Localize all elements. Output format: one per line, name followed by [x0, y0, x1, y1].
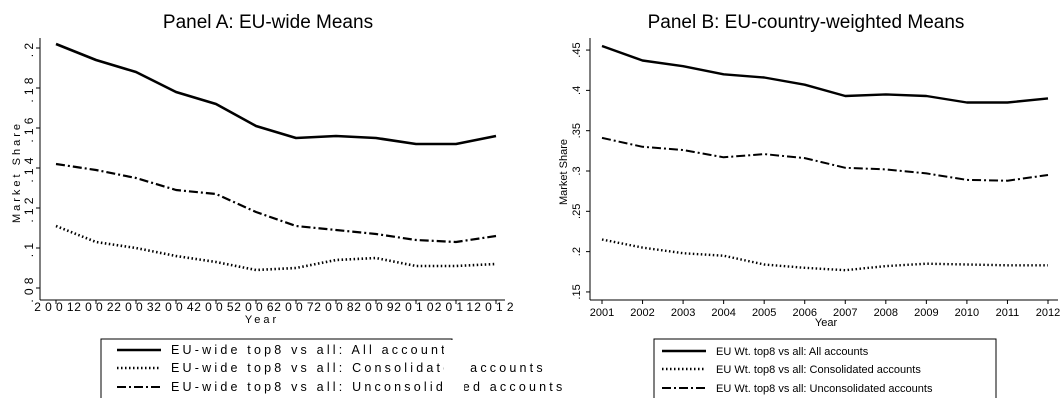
panel-a-ylabel: Market Share: [11, 121, 23, 223]
panel-a-series-line-dashdot: [55, 162, 497, 244]
y-tick-label: .15: [571, 284, 583, 299]
legend-label: EU-wide top8 vs all: Unconsolidated acco…: [171, 380, 565, 394]
panel-a-axes: 2001200220032004200520062007200820092010…: [22, 38, 518, 314]
x-tick-label: 2009: [914, 307, 938, 319]
panel-b-legend-box: [653, 338, 997, 400]
panel-b-series-line-solid: [601, 44, 1049, 104]
x-tick-label: 2006: [792, 307, 816, 319]
x-tick-label: 2007: [833, 307, 857, 319]
panel-a-legend: EU-wide top8 vs all: All accounts EU-wid…: [100, 338, 565, 402]
panel-b-xlabel: Year: [815, 317, 838, 329]
x-tick-label: 2008: [314, 300, 358, 314]
x-tick-label: 2005: [194, 300, 238, 314]
x-tick-label: 2008: [874, 307, 898, 319]
x-tick-label: 2002: [74, 300, 118, 314]
y-tick-label: .35: [571, 123, 583, 138]
x-tick-label: 2001: [590, 307, 614, 319]
panel-b: Panel B: EU-country-weighted Means Marke…: [558, 12, 1060, 400]
y-tick-label: .12: [22, 193, 36, 222]
x-tick-label: 2006: [234, 300, 278, 314]
x-tick-label: 2002: [630, 307, 654, 319]
x-tick-label: 2011: [996, 307, 1020, 319]
y-tick-label: .18: [22, 73, 36, 102]
panel-a-xlabel: Year: [245, 314, 279, 326]
legend-label: EU Wt. top8 vs all: Unconsolidated accou…: [716, 383, 933, 395]
x-tick-label: 2012: [1036, 307, 1060, 319]
panel-b-title: Panel B: EU-country-weighted Means: [648, 12, 965, 33]
panel-a-series-line-solid: [55, 42, 497, 146]
y-tick-label: .08: [22, 273, 36, 302]
x-tick-label: 2003: [671, 307, 695, 319]
y-tick-label: .4: [571, 86, 583, 95]
y-tick-label: .2: [571, 247, 583, 256]
x-tick-label: 2001: [34, 300, 78, 314]
y-tick-label: .45: [571, 42, 583, 57]
x-tick-label: 2012: [474, 300, 518, 314]
x-tick-label: 2004: [711, 307, 735, 319]
x-tick-label: 2009: [354, 300, 398, 314]
x-tick-label: 2004: [154, 300, 198, 314]
panel-b-legend: EU Wt. top8 vs all: All accounts EU Wt. …: [653, 338, 997, 400]
y-tick-label: .25: [571, 204, 583, 219]
y-tick-label: .3: [571, 166, 583, 175]
x-tick-label: 2010: [955, 307, 979, 319]
y-tick-label: .2: [22, 39, 36, 57]
y-tick-label: .1: [22, 239, 36, 257]
panel-a: Panel A: EU-wide Means Market Share Year…: [11, 12, 565, 402]
legend-label: EU Wt. top8 vs all: Consolidated account…: [716, 364, 921, 376]
x-tick-label: 2011: [435, 300, 478, 314]
panel-a-series: [55, 42, 497, 272]
y-tick-label: .14: [22, 153, 36, 182]
panel-a-legend-clip: [444, 340, 464, 398]
panel-a-series-line-dotted: [55, 224, 497, 272]
legend-label: EU Wt. top8 vs all: All accounts: [716, 346, 869, 358]
x-tick-label: 2010: [394, 300, 438, 314]
panel-b-ylabel: Market Share: [558, 139, 570, 205]
y-tick-label: .16: [22, 113, 36, 142]
x-tick-label: 2005: [752, 307, 776, 319]
panel-b-axes: 2001 2002 2003 2004 2005 2006 2007 2008 2009 2010…: [571, 38, 1060, 319]
legend-label: EU-wide top8 vs all: All accounts: [171, 343, 457, 357]
panel-b-series: [601, 44, 1049, 272]
x-tick-label: 2003: [114, 300, 158, 314]
panel-b-series-line-dotted: [601, 238, 1048, 272]
legend-label: EU-wide top8 vs all: Consolidated accoun…: [171, 361, 546, 375]
panel-b-series-line-dashdot: [601, 136, 1049, 182]
panel-a-title: Panel A: EU-wide Means: [163, 12, 373, 33]
x-tick-label: 2007: [274, 300, 318, 314]
